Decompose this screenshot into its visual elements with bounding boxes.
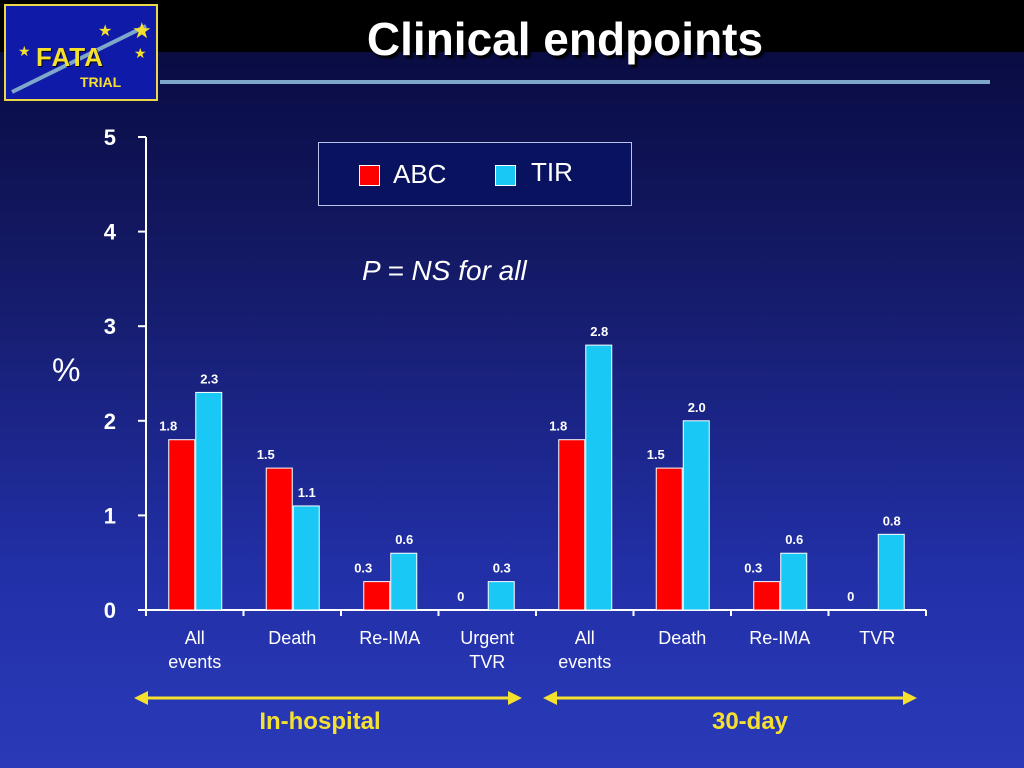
- title-rule: [160, 80, 990, 84]
- bar-tir: [780, 552, 808, 611]
- bar-tir: [390, 552, 418, 611]
- chart-legend: ABC TIR: [318, 142, 632, 206]
- x-tick-label: Re-IMA: [359, 628, 420, 648]
- x-tick-label: events: [168, 652, 221, 672]
- y-tick-label: 5: [104, 125, 116, 150]
- bar-tir: [877, 533, 905, 611]
- data-label: 0.3: [493, 561, 511, 576]
- logo-name: FATA: [36, 42, 105, 72]
- svg-text:★: ★: [134, 46, 147, 62]
- legend-swatch-tir: [495, 165, 516, 186]
- data-label: 0.3: [354, 561, 372, 576]
- data-label: 0: [457, 589, 464, 604]
- svg-text:★: ★: [18, 44, 31, 60]
- x-tick-label: events: [558, 652, 611, 672]
- y-tick-label: 0: [104, 598, 116, 623]
- svg-text:★: ★: [132, 19, 152, 44]
- data-label: 1.8: [549, 419, 567, 434]
- in-hospital-arrow-head-right: [508, 691, 522, 705]
- data-label: 0.8: [883, 513, 901, 528]
- header-band: [0, 0, 1024, 52]
- logo-stars-icon: ★ ★ ★ ★: [11, 19, 152, 94]
- y-axis-label: %: [52, 352, 81, 388]
- period-label-30-day: 30-day: [711, 708, 789, 735]
- x-tick-label: Death: [658, 628, 706, 648]
- significance-note: P = NS for all: [362, 255, 527, 286]
- data-label: 0.3: [744, 561, 762, 576]
- x-tick-label: TVR: [469, 652, 505, 672]
- data-label: 2.0: [688, 400, 706, 415]
- thirty-day-arrow-head-left: [543, 691, 557, 705]
- bar-tir: [585, 344, 613, 611]
- bar-tir: [487, 581, 515, 611]
- x-tick-label: TVR: [859, 628, 895, 648]
- bar-tir: [195, 391, 223, 611]
- bar-abc: [558, 439, 586, 611]
- data-label: 1.1: [298, 485, 316, 500]
- data-label: 0.6: [785, 532, 803, 547]
- data-label: 1.8: [159, 419, 177, 434]
- y-tick-label: 3: [104, 314, 116, 339]
- x-tick-label: All: [185, 628, 205, 648]
- x-tick-label: Urgent: [460, 628, 514, 648]
- data-label: 1.5: [257, 447, 275, 462]
- bar-tir: [292, 505, 320, 611]
- data-label: 0.6: [395, 532, 413, 547]
- bar-abc: [753, 581, 781, 611]
- svg-text:★: ★: [98, 21, 112, 40]
- period-label-in-hospital: In-hospital: [259, 708, 381, 735]
- x-tick-label: All: [575, 628, 595, 648]
- data-label: 1.5: [647, 447, 665, 462]
- bar-abc: [265, 467, 293, 611]
- fata-trial-logo: ★ ★ ★ ★ FATA TRIAL: [4, 4, 158, 101]
- slide-title: Clinical endpoints: [366, 13, 764, 65]
- logo-subtitle: TRIAL: [80, 74, 122, 90]
- x-tick-label: Re-IMA: [749, 628, 810, 648]
- bar-tir: [682, 420, 710, 611]
- data-label: 0: [847, 589, 854, 604]
- thirty-day-arrow-head-right: [903, 691, 917, 705]
- bar-abc: [363, 581, 391, 611]
- bar-abc: [168, 439, 196, 611]
- y-tick-label: 4: [104, 220, 117, 245]
- data-label: 2.3: [200, 371, 218, 386]
- x-tick-label: Death: [268, 628, 316, 648]
- y-tick-label: 2: [104, 409, 116, 434]
- bar-abc: [655, 467, 683, 611]
- legend-label-tir: TIR: [531, 157, 573, 187]
- legend-swatch-abc: [359, 165, 380, 186]
- y-tick-label: 1: [104, 503, 116, 528]
- in-hospital-arrow-head-left: [134, 691, 148, 705]
- legend-label-abc: ABC: [393, 159, 447, 189]
- data-label: 2.8: [590, 324, 608, 339]
